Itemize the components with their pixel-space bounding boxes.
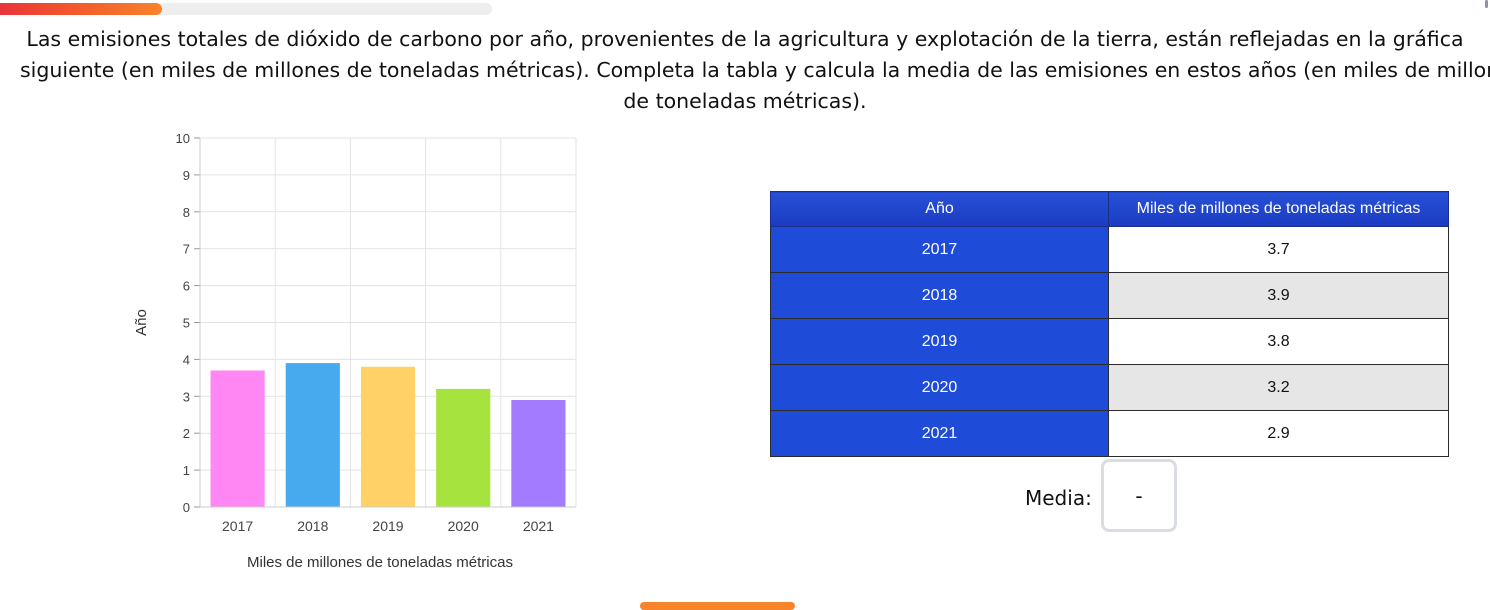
x-tick-label: 2020 xyxy=(448,518,479,534)
y-tick-label: 8 xyxy=(183,205,190,220)
table-cell-value[interactable]: 3.9 xyxy=(1108,272,1449,319)
bar-chart: 0 1 2 3 4 5 6 7 8 9 10 2017 2018 2019 2020 2021 Miles de… xyxy=(110,122,590,586)
y-tick-label: 4 xyxy=(183,352,190,367)
bar-2017 xyxy=(210,370,265,507)
table-cell-year: 2021 xyxy=(770,410,1109,457)
table-header-row: Año Miles de millones de toneladas métri… xyxy=(770,191,1449,227)
bar-chart-svg: 0 1 2 3 4 5 6 7 8 9 10 2017 2018 2019 2020 2021 Miles de… xyxy=(133,131,577,571)
progress-bar-fill xyxy=(0,3,163,15)
x-axis-title: Miles de millones de toneladas métricas xyxy=(247,554,513,571)
bottom-handle xyxy=(640,602,795,610)
table-row: 2021 2.9 xyxy=(770,410,1449,457)
table-row: 2019 3.8 xyxy=(770,318,1449,365)
question-line-2: siguiente (en miles de millones de tonel… xyxy=(20,58,1490,82)
table-cell-value[interactable]: 3.2 xyxy=(1108,364,1449,411)
y-tick-label: 1 xyxy=(183,463,190,478)
x-tick-label: 2017 xyxy=(222,518,253,534)
y-tick-label: 7 xyxy=(183,242,190,257)
x-tick-label: 2018 xyxy=(297,518,328,534)
table-header-year: Año xyxy=(770,191,1109,227)
emissions-table: Año Miles de millones de toneladas métri… xyxy=(770,191,1449,457)
x-tick-label: 2021 xyxy=(523,518,554,534)
table-header-value: Miles de millones de toneladas métricas xyxy=(1108,191,1449,227)
table-cell-year: 2018 xyxy=(770,272,1109,319)
media-label: Media: xyxy=(1025,486,1092,510)
table-cell-year: 2019 xyxy=(770,318,1109,365)
bar-2018 xyxy=(285,363,340,507)
table-cell-year: 2020 xyxy=(770,364,1109,411)
progress-bar xyxy=(0,3,492,15)
bar-2021 xyxy=(511,399,566,507)
y-tick-label: 10 xyxy=(176,131,190,146)
table-cell-value[interactable]: 2.9 xyxy=(1108,410,1449,457)
question-line-1: Las emisiones totales de dióxido de carb… xyxy=(26,27,1464,51)
table-row: 2018 3.9 xyxy=(770,272,1449,319)
y-tick-label: 6 xyxy=(183,279,190,294)
corner-indicator xyxy=(1485,0,1488,8)
question-line-3: de toneladas métricas). xyxy=(623,89,867,113)
table-row: 2017 3.7 xyxy=(770,226,1449,273)
table-cell-value[interactable]: 3.7 xyxy=(1108,226,1449,273)
y-tick-label: 0 xyxy=(183,500,190,515)
y-tick-label: 9 xyxy=(183,168,190,183)
media-input[interactable]: - xyxy=(1101,459,1177,532)
table-row: 2020 3.2 xyxy=(770,364,1449,411)
y-tick-label: 2 xyxy=(183,426,190,441)
y-tick-label: 3 xyxy=(183,389,190,404)
y-axis-title: Año xyxy=(133,309,150,336)
bar-2019 xyxy=(360,366,416,507)
y-tick-label: 5 xyxy=(183,316,190,331)
table-cell-value[interactable]: 3.8 xyxy=(1108,318,1449,365)
question-text: Las emisiones totales de dióxido de carb… xyxy=(20,24,1490,117)
table-cell-year: 2017 xyxy=(770,226,1109,273)
bar-2020 xyxy=(436,388,491,507)
x-tick-label: 2019 xyxy=(372,518,403,534)
